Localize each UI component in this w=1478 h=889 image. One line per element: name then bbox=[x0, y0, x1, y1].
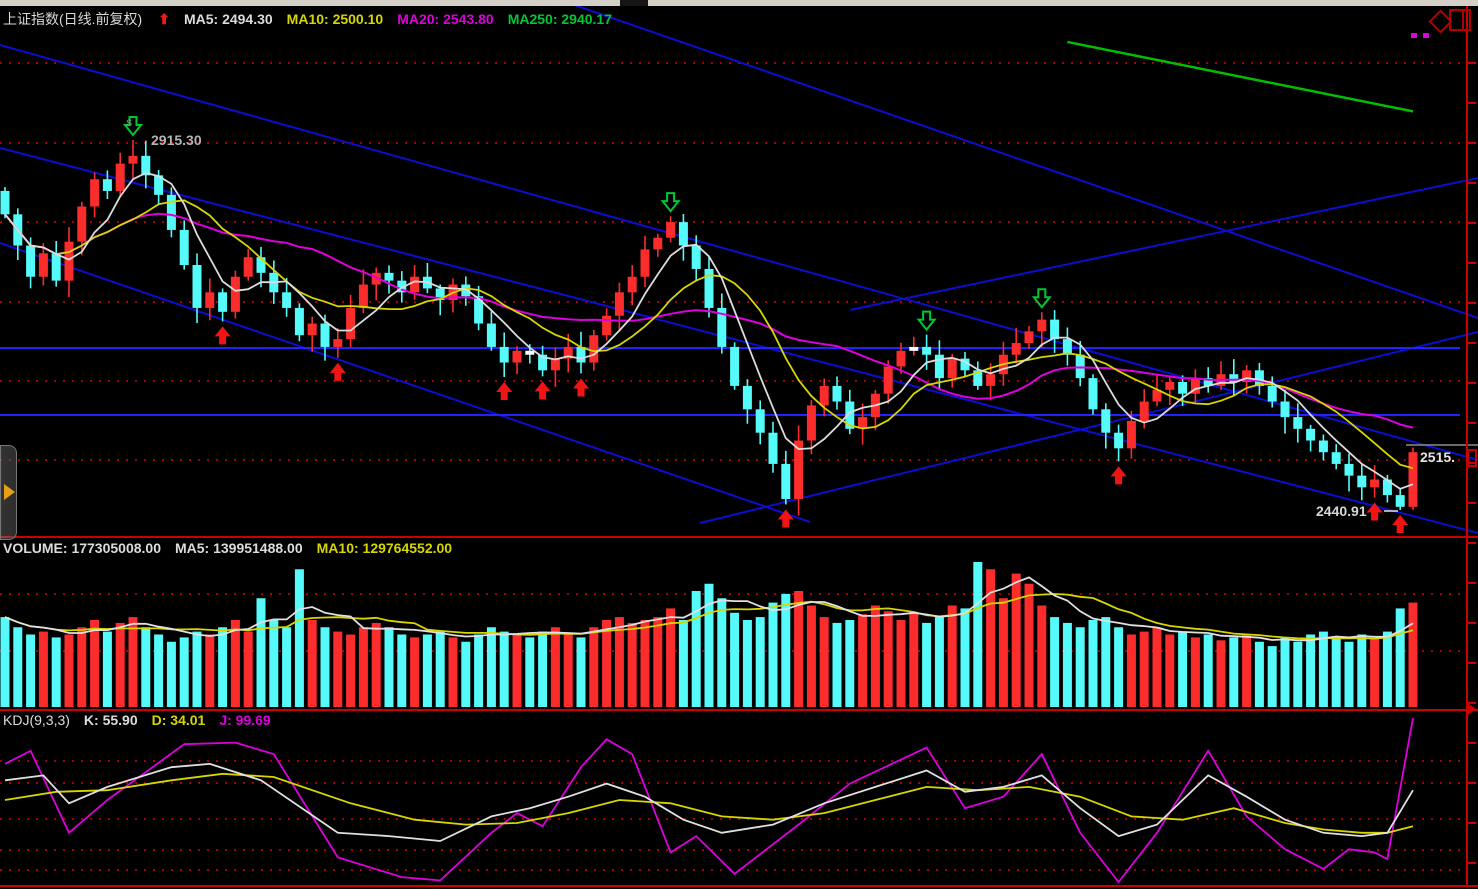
trend-up-icon: ⬆ bbox=[158, 11, 170, 27]
ma5-value[interactable]: MA5: 2494.30 bbox=[183, 11, 273, 27]
ma250-value[interactable]: MA250: 2940.17 bbox=[507, 11, 612, 27]
window-title-bar[interactable] bbox=[0, 0, 1478, 6]
expand-right-icon bbox=[4, 484, 15, 500]
kdj-d-value[interactable]: D: 34.01 bbox=[151, 712, 206, 728]
kdj-j-value[interactable]: J: 99.69 bbox=[219, 712, 271, 728]
magenta-dot-icon bbox=[1411, 33, 1417, 38]
title-bar-gap bbox=[620, 0, 648, 6]
indicator-dots-icon bbox=[1411, 33, 1431, 38]
volume-ma10-value[interactable]: MA10: 129764552.00 bbox=[316, 540, 453, 556]
volume-header: VOLUME: 177305008.00 MA5: 139951488.00 MA1… bbox=[3, 540, 466, 556]
volume-value[interactable]: VOLUME: 177305008.00 bbox=[3, 540, 161, 556]
symbol-title: 上证指数(日线.前复权) bbox=[3, 11, 143, 27]
ma20-value[interactable]: MA20: 2543.80 bbox=[397, 11, 494, 27]
last-price-label: 2515. bbox=[1420, 449, 1456, 465]
sell-flag-label: S bbox=[126, 118, 133, 128]
low-price-label: 2440.91 bbox=[1316, 503, 1367, 519]
ma10-value[interactable]: MA10: 2500.10 bbox=[286, 11, 384, 27]
sidebar-expander[interactable] bbox=[0, 445, 17, 540]
peak-price-label: 2915.30 bbox=[151, 132, 202, 148]
magenta-dot-icon bbox=[1423, 33, 1429, 38]
volume-ma5-value[interactable]: MA5: 139951488.00 bbox=[174, 540, 303, 556]
kdj-k-value[interactable]: K: 55.90 bbox=[83, 712, 138, 728]
kdj-name[interactable]: KDJ(9,3,3) bbox=[3, 712, 70, 728]
kdj-header: KDJ(9,3,3) K: 55.90 D: 34.01 J: 99.69 bbox=[3, 712, 285, 728]
main-chart-header: 上证指数(日线.前复权) ⬆ MA5: 2494.30 MA10: 2500.10 MA… bbox=[3, 9, 626, 29]
split-window-icon[interactable] bbox=[1449, 9, 1471, 31]
